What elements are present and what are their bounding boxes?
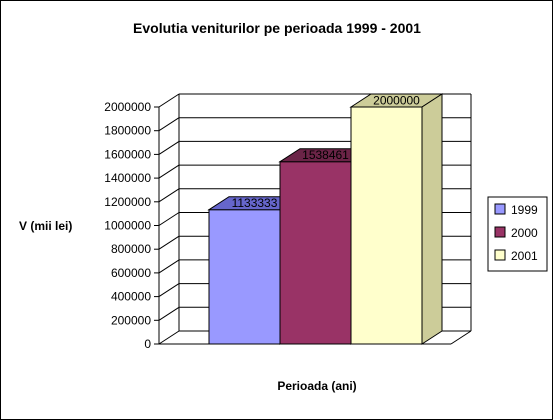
legend-label-1999: 1999	[511, 203, 538, 217]
y-tick-label: 0	[144, 337, 151, 351]
gridline-side	[158, 235, 180, 250]
gridline-side	[158, 140, 180, 155]
legend: 1999 2000 2001	[487, 196, 548, 272]
gridline-side	[158, 330, 180, 345]
chart-title: Evolutia veniturilor pe perioada 1999 - …	[133, 20, 421, 36]
gridline-side	[158, 164, 180, 179]
y-tick-label: 800000	[111, 242, 151, 256]
legend-swatch-2001	[494, 249, 506, 261]
y-tick-label: 1000000	[104, 219, 151, 233]
y-tick-label: 200000	[111, 313, 151, 327]
y-tick-label: 1400000	[104, 171, 151, 185]
gridline-side	[158, 212, 180, 226]
y-tick-label: 1800000	[104, 124, 151, 138]
y-tick-label: 1600000	[104, 147, 151, 161]
legend-label-2001: 2001	[511, 249, 538, 263]
y-tick-label: 400000	[111, 290, 151, 304]
bar-2000	[279, 161, 352, 345]
legend-swatch-1999	[494, 203, 506, 215]
bar-2001	[350, 106, 423, 345]
y-axis-label: V (mii lei)	[19, 219, 72, 233]
bar-side-2001	[421, 93, 443, 345]
gridline-side	[158, 283, 180, 298]
data-label-1999: 1133333	[232, 196, 278, 210]
gridline-side	[158, 306, 180, 321]
floor-right-edge	[450, 330, 472, 345]
data-labels: 1133333 1538461 2000000	[232, 94, 421, 211]
gridline-side	[158, 93, 180, 108]
gridline-side	[158, 259, 180, 274]
y-tick-label: 1200000	[104, 195, 151, 209]
gridline-side	[158, 117, 180, 132]
bar-1999	[208, 209, 281, 345]
legend-swatch-2000	[494, 226, 506, 238]
bars	[207, 93, 444, 345]
y-tick-label: 600000	[111, 266, 151, 280]
data-label-2001: 2000000	[373, 94, 420, 108]
x-axis-label: Perioada (ani)	[277, 379, 356, 393]
legend-label-2000: 2000	[511, 226, 538, 240]
y-tick-labels: 2000000180000016000001400000120000010000…	[104, 100, 151, 351]
data-label-2000: 1538461	[302, 148, 349, 162]
gridline-side	[158, 188, 180, 203]
y-tick-label: 2000000	[104, 100, 151, 114]
